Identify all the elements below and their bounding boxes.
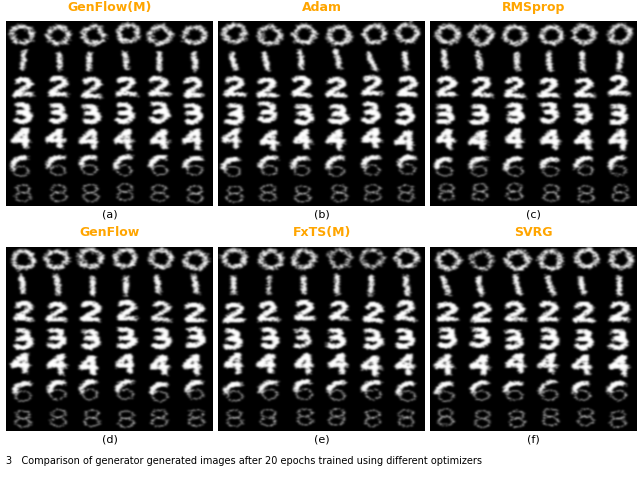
Text: GenFlow(M): GenFlow(M) [68, 0, 152, 13]
Text: (b): (b) [314, 209, 330, 219]
Text: GenFlow: GenFlow [79, 226, 140, 239]
Text: (a): (a) [102, 209, 118, 219]
Text: (d): (d) [102, 435, 118, 445]
Text: (c): (c) [526, 209, 541, 219]
Text: FxTS(M): FxTS(M) [292, 226, 351, 239]
Text: 3   Comparison of generator generated images after 20 epochs trained using diffe: 3 Comparison of generator generated imag… [6, 456, 483, 467]
Text: SVRG: SVRG [514, 226, 553, 239]
Text: RMSprop: RMSprop [502, 0, 565, 13]
Text: Adam: Adam [301, 0, 342, 13]
Text: (f): (f) [527, 435, 540, 445]
Text: (e): (e) [314, 435, 330, 445]
